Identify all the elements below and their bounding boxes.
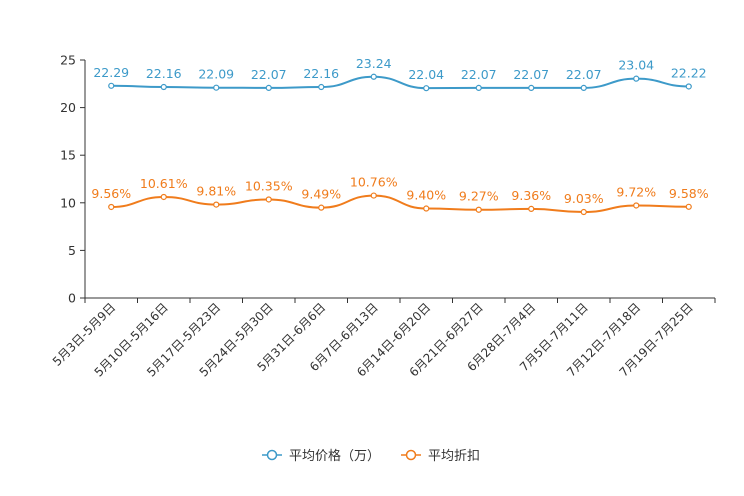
data-label: 22.07 xyxy=(461,67,497,82)
data-point[interactable] xyxy=(528,205,535,212)
y-tick-label: 0 xyxy=(68,291,76,306)
data-label: 9.49% xyxy=(301,187,341,202)
data-label: 22.16 xyxy=(303,66,339,81)
data-label: 22.16 xyxy=(146,66,182,81)
data-label: 22.07 xyxy=(513,67,549,82)
legend-item-2[interactable]: 平均折扣 xyxy=(401,449,480,464)
legend-item-1[interactable]: 平均价格（万） xyxy=(262,448,380,464)
data-point[interactable] xyxy=(370,73,377,80)
data-label: 22.04 xyxy=(408,67,444,82)
data-label: 9.72% xyxy=(616,184,656,199)
data-label: 9.03% xyxy=(564,191,604,206)
legend-label: 平均价格（万） xyxy=(289,448,380,464)
data-point[interactable] xyxy=(108,82,115,89)
data-label: 22.09 xyxy=(198,67,234,82)
data-point[interactable] xyxy=(265,196,272,203)
series-line-1 xyxy=(111,75,689,90)
data-point[interactable] xyxy=(475,84,482,91)
data-point[interactable] xyxy=(423,85,430,92)
legend-marker xyxy=(405,449,417,461)
y-tick-label: 25 xyxy=(60,53,76,68)
data-label: 9.27% xyxy=(459,189,499,204)
series-layer: 22.29 22.16 22.09 22.07 22.16 23.24 22.04 22.07… xyxy=(91,56,709,216)
y-tick-label: 15 xyxy=(60,148,76,163)
data-point[interactable] xyxy=(265,84,272,91)
data-point[interactable] xyxy=(685,203,692,210)
data-label: 9.36% xyxy=(511,188,551,203)
data-label: 22.22 xyxy=(671,65,707,80)
data-point[interactable] xyxy=(318,204,325,211)
data-point[interactable] xyxy=(528,84,535,91)
data-point[interactable] xyxy=(160,83,167,91)
data-label: 10.76% xyxy=(350,175,398,190)
data-point[interactable] xyxy=(633,75,640,82)
data-point[interactable] xyxy=(685,83,692,90)
axes: 05101520255月3日-5月9日5月10日-5月16日5月17日-5月23… xyxy=(50,53,716,380)
data-label: 10.35% xyxy=(245,178,293,193)
data-label: 22.29 xyxy=(93,65,129,80)
data-label: 23.04 xyxy=(618,58,654,73)
y-tick-label: 5 xyxy=(68,243,76,258)
legend-label: 平均折扣 xyxy=(428,449,480,464)
data-label: 22.07 xyxy=(566,67,602,82)
data-point[interactable] xyxy=(318,83,325,91)
data-point[interactable] xyxy=(423,205,430,212)
data-point[interactable] xyxy=(580,84,587,91)
data-point[interactable] xyxy=(633,202,640,209)
data-point[interactable] xyxy=(160,193,167,201)
legend-marker xyxy=(266,449,278,461)
legend[interactable]: 平均价格（万） 平均折扣 xyxy=(262,448,480,464)
data-point[interactable] xyxy=(370,192,377,199)
data-label: 9.81% xyxy=(196,184,236,199)
data-label: 9.56% xyxy=(91,186,131,201)
data-label: 10.61% xyxy=(140,176,188,191)
y-tick-label: 10 xyxy=(60,195,76,210)
data-label: 23.24 xyxy=(356,56,392,71)
data-point[interactable] xyxy=(213,84,220,91)
data-point[interactable] xyxy=(580,208,587,216)
data-point[interactable] xyxy=(213,201,220,208)
data-label: 22.07 xyxy=(251,67,287,82)
data-label: 9.40% xyxy=(406,188,446,203)
data-label: 9.58% xyxy=(669,186,709,201)
data-point[interactable] xyxy=(108,203,115,211)
data-point[interactable] xyxy=(475,206,482,213)
y-tick-label: 20 xyxy=(60,100,76,115)
